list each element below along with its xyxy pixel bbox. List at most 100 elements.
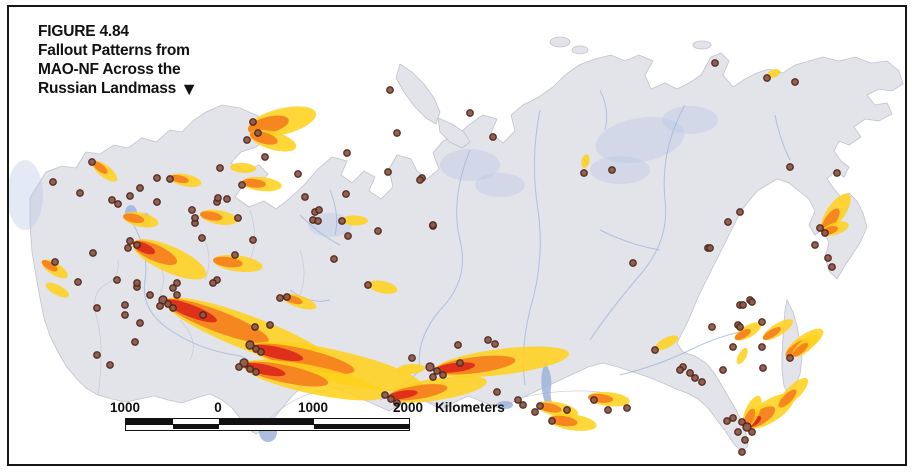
target-dot	[330, 255, 338, 263]
target-dot	[759, 364, 767, 372]
target-dot	[816, 224, 824, 232]
scale-unit-label: Kilometers	[435, 400, 505, 415]
target-dot	[166, 175, 174, 183]
target-dot	[121, 301, 129, 309]
target-dot	[711, 59, 719, 67]
river-dvina	[299, 214, 341, 246]
fallout-plume	[736, 347, 748, 365]
fallout-plume	[341, 215, 368, 226]
target-dot	[254, 129, 262, 137]
fallout-plume	[251, 341, 423, 392]
target-dot	[126, 237, 134, 245]
river-vilyuy	[599, 229, 661, 251]
target-dot	[821, 229, 829, 237]
target-dot	[243, 136, 251, 144]
target-dot	[758, 318, 766, 326]
target-dot	[88, 158, 96, 166]
target-dot	[590, 396, 598, 404]
target-dot	[223, 195, 231, 203]
target-dot	[246, 365, 254, 373]
target-dot	[786, 163, 794, 171]
target-dot	[146, 291, 154, 299]
target-dot	[691, 374, 699, 382]
target-dot	[249, 118, 257, 126]
target-dot	[121, 311, 129, 319]
target-dot	[173, 279, 181, 287]
fallout-plume	[396, 363, 425, 375]
island-arctic	[549, 36, 571, 48]
target-dot	[191, 214, 199, 222]
target-dot	[734, 428, 742, 436]
target-dot	[729, 414, 737, 422]
target-dot	[114, 200, 122, 208]
target-dot	[393, 129, 401, 137]
target-dot	[742, 422, 752, 432]
target-dot	[629, 259, 637, 267]
target-dot	[136, 319, 144, 327]
target-dot	[580, 169, 588, 177]
target-dot	[89, 249, 97, 257]
target-dot	[257, 348, 265, 356]
target-dot	[824, 254, 832, 262]
target-dot	[393, 399, 401, 407]
fallout-plume	[548, 413, 597, 431]
target-dot	[315, 206, 323, 214]
target-dot	[124, 244, 132, 252]
lake-baikal	[541, 362, 557, 411]
fallout-plume	[778, 377, 809, 408]
target-dot	[708, 323, 716, 331]
target-dot	[209, 279, 217, 287]
target-dot	[489, 133, 497, 141]
region-border	[179, 319, 194, 361]
river-yenisei	[522, 109, 541, 386]
scale-bar-rule	[125, 418, 410, 431]
target-dot	[136, 184, 144, 192]
target-dot	[729, 343, 737, 351]
target-dot	[249, 236, 257, 244]
fallout-plume	[581, 154, 590, 169]
target-dot	[519, 401, 527, 409]
target-dot	[724, 218, 732, 226]
figure-title-line: Russian Landmass ▼	[38, 79, 198, 99]
target-dot	[93, 304, 101, 312]
river-pechora	[329, 189, 338, 236]
scale-label: 1000	[109, 400, 141, 415]
target-dot	[381, 391, 389, 399]
target-dot	[164, 300, 172, 308]
target-dot	[736, 208, 744, 216]
target-dot	[344, 232, 352, 240]
target-dot	[386, 86, 394, 94]
fallout-plume	[45, 282, 70, 298]
fallout-plume	[122, 211, 159, 228]
fallout-plume	[41, 259, 68, 279]
target-dot	[833, 169, 841, 177]
target-dot	[623, 404, 631, 412]
target-dot	[214, 194, 222, 202]
fallout-plume	[92, 160, 118, 182]
fallout-plume	[387, 375, 487, 403]
target-dot	[314, 217, 322, 225]
target-dot	[245, 340, 255, 350]
island-arctic	[571, 45, 589, 55]
fallout-plume	[367, 280, 398, 294]
river-kolyma	[774, 114, 791, 161]
fallout-plume	[229, 162, 256, 173]
target-dot	[454, 341, 462, 349]
target-dot	[387, 395, 395, 403]
target-dot	[429, 221, 437, 229]
river-khatanga	[599, 89, 608, 131]
target-dot	[234, 214, 242, 222]
target-dot	[113, 276, 121, 284]
scale-bar: 1000 0 1000 2000 Kilometers	[108, 400, 538, 431]
target-dot	[238, 181, 246, 189]
water-layer	[7, 89, 791, 442]
target-dot	[252, 368, 260, 376]
target-dot	[374, 227, 382, 235]
fallout-plume	[434, 346, 570, 378]
target-dot	[563, 406, 571, 414]
target-dot	[198, 234, 206, 242]
target-dot	[153, 174, 161, 182]
fallout-plume	[199, 209, 238, 225]
target-dot	[133, 279, 141, 287]
